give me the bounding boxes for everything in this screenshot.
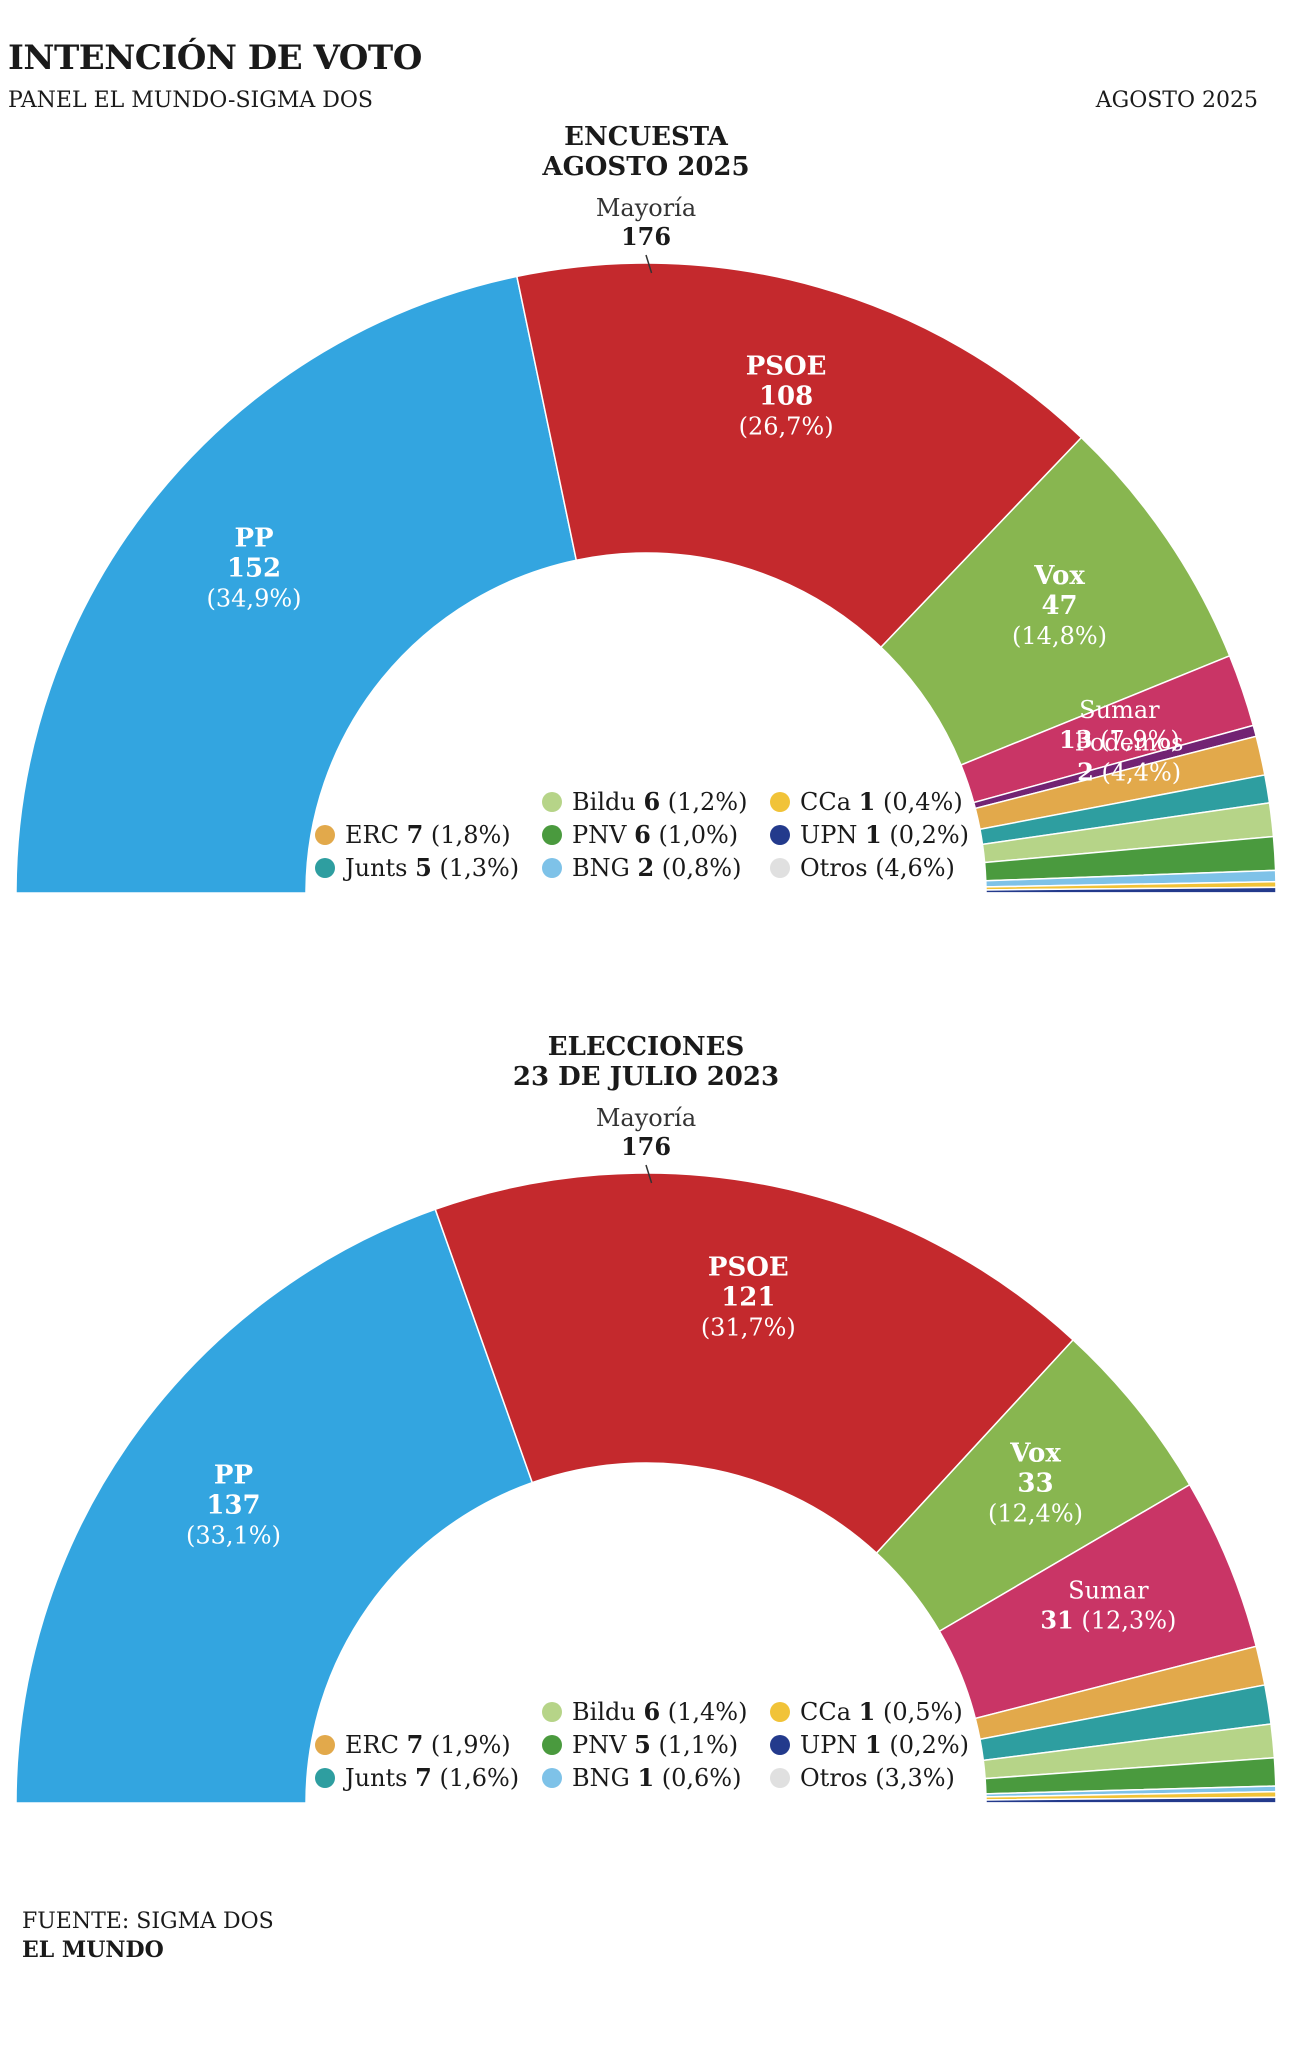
legend-label-bng-elections: BNG 1 (0,6%)	[572, 1763, 741, 1792]
seg-label-pp-elections-seats: 137	[206, 1491, 260, 1521]
legend-swatch-bildu-elections	[542, 1702, 562, 1722]
legend-swatch-erc-survey	[315, 825, 335, 845]
legend-label-otros-survey: Otros (4,6%)	[800, 854, 955, 882]
seg-label-vox-elections-name: Vox	[1009, 1439, 1061, 1469]
seg-label-psoe-elections-pct: (31,7%)	[701, 1313, 796, 1341]
chart-subtitle: PANEL EL MUNDO-SIGMA DOS	[8, 88, 373, 113]
majority-value-elections: 176	[621, 1132, 671, 1161]
seg-label-psoe-elections-seats: 121	[721, 1282, 775, 1312]
seg-label-vox-survey-seats: 47	[1041, 591, 1077, 621]
legend-swatch-junts-elections	[315, 1768, 335, 1788]
legend-label-cca-survey: CCa 1 (0,4%)	[800, 787, 963, 816]
chart-date: AGOSTO 2025	[1095, 88, 1258, 113]
seg-label-podemos-survey-name: Podemos	[1075, 728, 1184, 756]
source-text: FUENTE: SIGMA DOS	[22, 1909, 274, 1934]
legend-swatch-upn-elections	[770, 1735, 790, 1755]
seg-label-pp-survey-name: PP	[234, 524, 273, 554]
seg-label-sumar-elections-name: Sumar	[1068, 1577, 1149, 1605]
segment-pp-elections	[15, 1208, 534, 1804]
legend-label-erc-survey: ERC 7 (1,8%)	[345, 820, 511, 849]
legend-label-bng-survey: BNG 2 (0,8%)	[572, 853, 741, 882]
legend-swatch-cca-survey	[770, 792, 790, 812]
seg-label-pp-survey-seats: 152	[227, 554, 281, 584]
legend-label-pnv-elections: PNV 5 (1,1%)	[572, 1730, 738, 1759]
source-note: FUENTE: SIGMA DOS EL MUNDO	[22, 1908, 274, 1964]
hemicycle-chart-survey: ENCUESTA AGOSTO 2025 Mayoría 176 PP 152 (34,9%…	[0, 0, 1292, 940]
majority-label-elections: Mayoría	[596, 1104, 696, 1132]
hemicycle-chart-elections: ELECCIONES 23 DE JULIO 2023 Mayoría 176 PP 13…	[0, 910, 1292, 1850]
brand-text: EL MUNDO	[22, 1937, 164, 1963]
seg-label-vox-survey-name: Vox	[1033, 561, 1085, 591]
segment-psoe-survey	[515, 262, 1083, 649]
legend-swatch-bng-survey	[542, 858, 562, 878]
seg-label-vox-elections-seats: 33	[1017, 1469, 1053, 1499]
section-title-line-1-survey: ENCUESTA	[564, 122, 728, 152]
majority-line-survey	[645, 254, 653, 274]
seg-label-sumar-survey-name: Sumar	[1079, 696, 1160, 724]
legend-swatch-junts-survey	[315, 858, 335, 878]
majority-value-survey: 176	[621, 222, 671, 251]
seg-label-pp-survey-pct: (34,9%)	[207, 585, 302, 613]
legend-label-bildu-survey: Bildu 6 (1,2%)	[572, 787, 747, 816]
legend-label-junts-survey: Junts 5 (1,3%)	[342, 853, 519, 882]
legend-swatch-bng-elections	[542, 1768, 562, 1788]
legend-label-pnv-survey: PNV 6 (1,0%)	[572, 820, 738, 849]
seg-label-podemos-survey-value: 2 (4,4%)	[1077, 757, 1181, 786]
legend-label-upn-survey: UPN 1 (0,2%)	[800, 820, 969, 849]
legend-swatch-pnv-elections	[542, 1735, 562, 1755]
segment-psoe-elections	[434, 1172, 1075, 1555]
legend-swatch-bildu-survey	[542, 792, 562, 812]
chart-title: INTENCIÓN DE VOTO	[8, 38, 422, 78]
legend-label-bildu-elections: Bildu 6 (1,4%)	[572, 1697, 747, 1726]
section-title-line-2-survey: AGOSTO 2025	[541, 152, 749, 182]
legend-swatch-otros-elections	[770, 1768, 790, 1788]
section-title-line-2-elections: 23 DE JULIO 2023	[513, 1062, 779, 1092]
legend-label-junts-elections: Junts 7 (1,6%)	[342, 1763, 519, 1792]
seg-label-pp-elections-name: PP	[214, 1461, 253, 1491]
seg-label-psoe-survey-pct: (26,7%)	[739, 413, 834, 441]
legend-swatch-upn-survey	[770, 825, 790, 845]
legend-label-upn-elections: UPN 1 (0,2%)	[800, 1730, 969, 1759]
legend-swatch-pnv-survey	[542, 825, 562, 845]
legend-label-cca-elections: CCa 1 (0,5%)	[800, 1697, 963, 1726]
majority-label-survey: Mayoría	[596, 194, 696, 222]
segment-pp-survey	[15, 275, 578, 894]
legend-swatch-erc-elections	[315, 1735, 335, 1755]
legend-label-erc-elections: ERC 7 (1,9%)	[345, 1730, 511, 1759]
majority-line-elections	[645, 1164, 653, 1184]
seg-label-psoe-elections-name: PSOE	[708, 1252, 789, 1282]
legend-swatch-otros-survey	[770, 858, 790, 878]
seg-label-psoe-survey-seats: 108	[759, 382, 813, 412]
seg-label-psoe-survey-name: PSOE	[746, 352, 827, 382]
seg-label-vox-survey-pct: (14,8%)	[1012, 622, 1107, 650]
legend-swatch-cca-elections	[770, 1702, 790, 1722]
legend-label-otros-elections: Otros (3,3%)	[800, 1764, 955, 1792]
seg-label-sumar-survey-value: 13 (7,9%)	[1059, 725, 1180, 754]
seg-label-sumar-elections-value: 31 (12,3%)	[1040, 1606, 1176, 1635]
seg-label-pp-elections-pct: (33,1%)	[186, 1522, 281, 1550]
section-title-line-1-elections: ELECCIONES	[548, 1032, 744, 1062]
seg-label-vox-elections-pct: (12,4%)	[988, 1500, 1083, 1528]
